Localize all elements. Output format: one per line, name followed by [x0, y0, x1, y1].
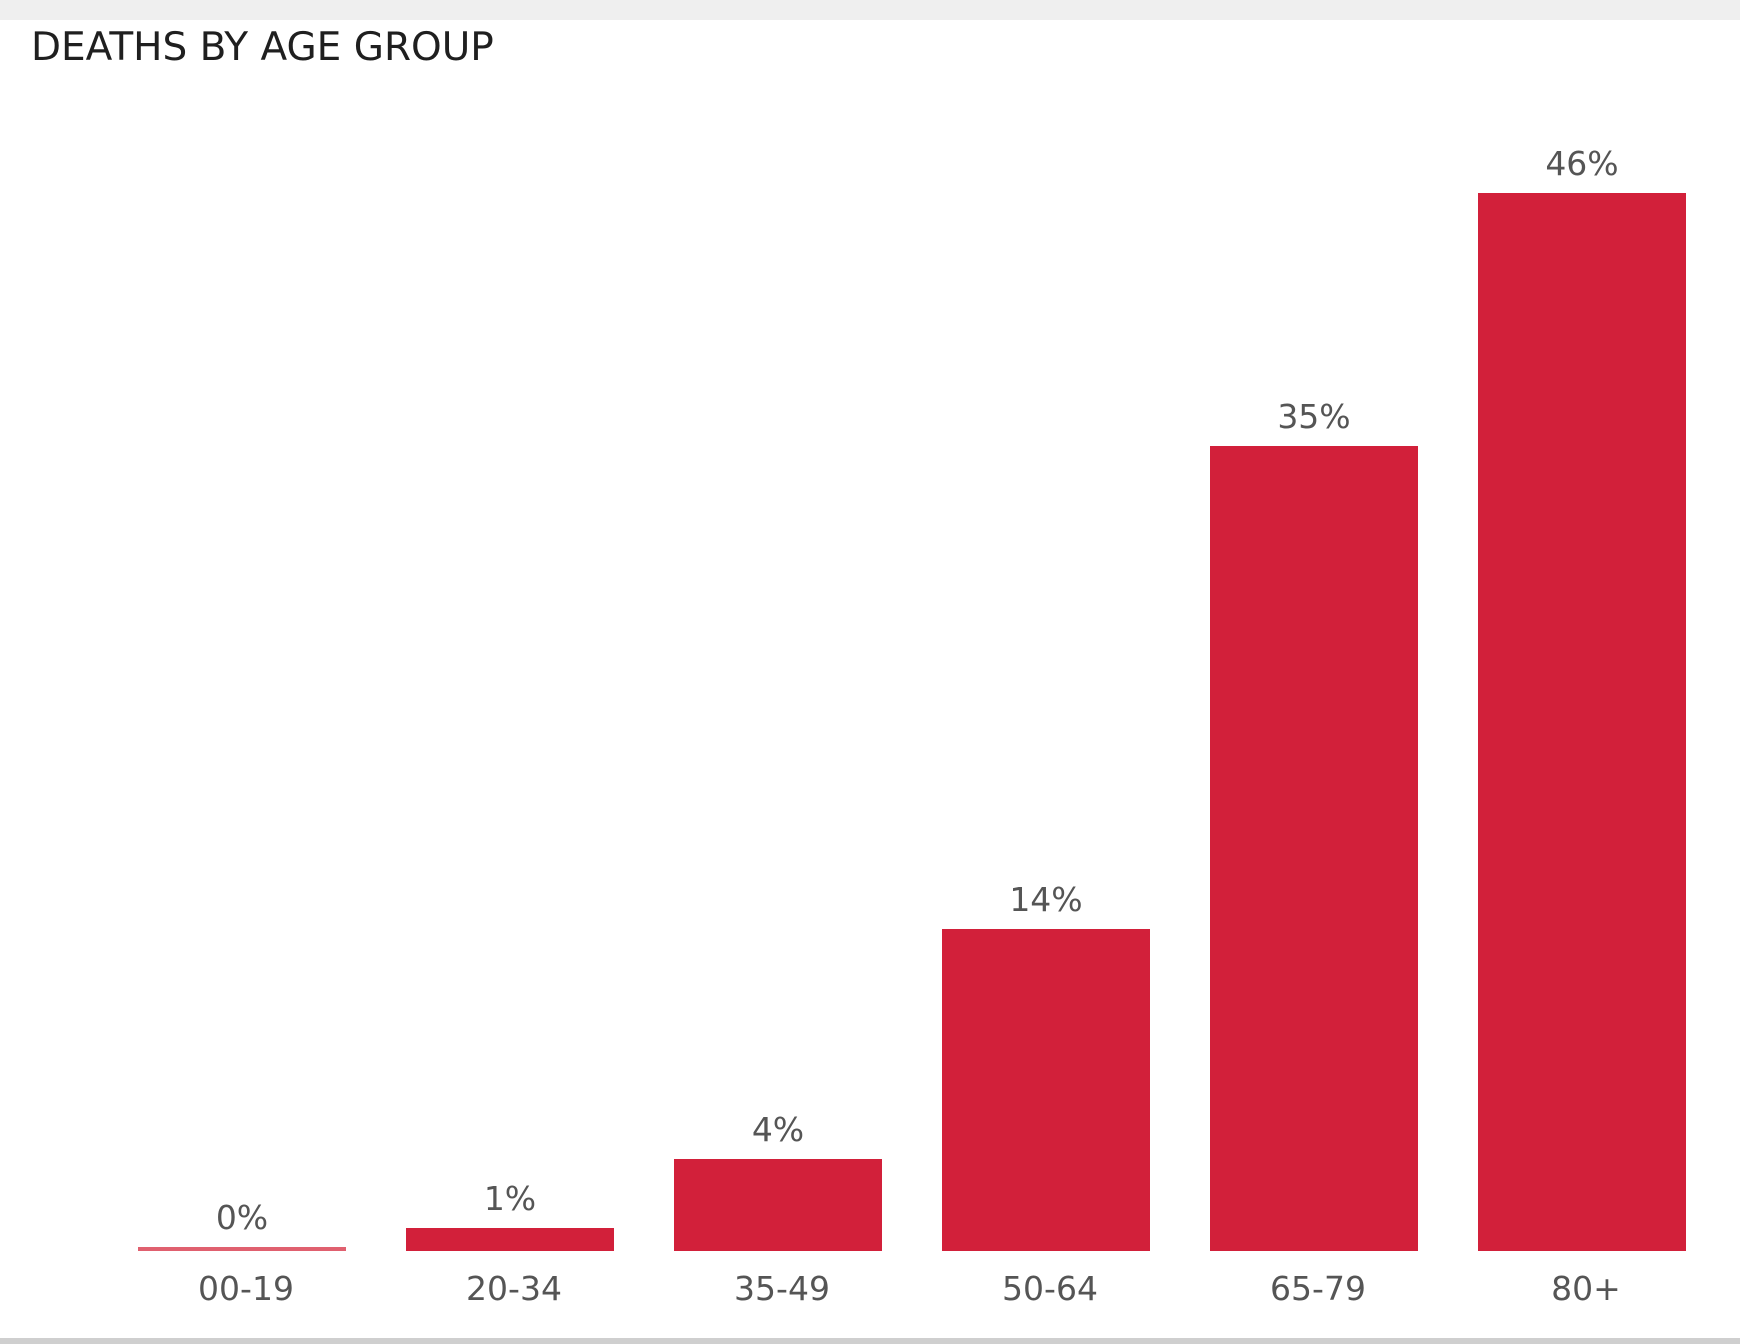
bar-20-34[interactable]	[406, 1228, 614, 1251]
category-label-00-19: 00-19	[198, 1269, 294, 1308]
value-label-80+: 46%	[1545, 144, 1618, 183]
value-label-50-64: 14%	[1009, 880, 1082, 919]
value-label-00-19: 0%	[216, 1198, 268, 1237]
top-strip	[0, 0, 1740, 20]
bar-65-79[interactable]	[1210, 446, 1418, 1251]
value-label-65-79: 35%	[1277, 397, 1350, 436]
bars-group	[138, 193, 1686, 1251]
category-label-20-34: 20-34	[466, 1269, 562, 1308]
value-labels-group: 0% 1% 4% 14% 35% 46%	[216, 144, 1619, 1237]
category-label-80+: 80+	[1551, 1269, 1621, 1308]
category-label-50-64: 50-64	[1002, 1269, 1098, 1308]
category-label-65-79: 65-79	[1270, 1269, 1366, 1308]
bar-00-19[interactable]	[138, 1247, 346, 1251]
panel-bottom-border	[0, 1338, 1740, 1344]
bar-50-64[interactable]	[942, 929, 1150, 1251]
category-labels-group: 00-19 20-34 35-49 50-64 65-79 80+	[198, 1269, 1621, 1308]
chart-title: DEATHS BY AGE GROUP	[31, 25, 494, 70]
value-label-20-34: 1%	[484, 1179, 536, 1218]
value-label-35-49: 4%	[752, 1110, 804, 1149]
bar-35-49[interactable]	[674, 1159, 882, 1251]
chart-panel	[0, 20, 1740, 1338]
bar-80+[interactable]	[1478, 193, 1686, 1251]
category-label-35-49: 35-49	[734, 1269, 830, 1308]
